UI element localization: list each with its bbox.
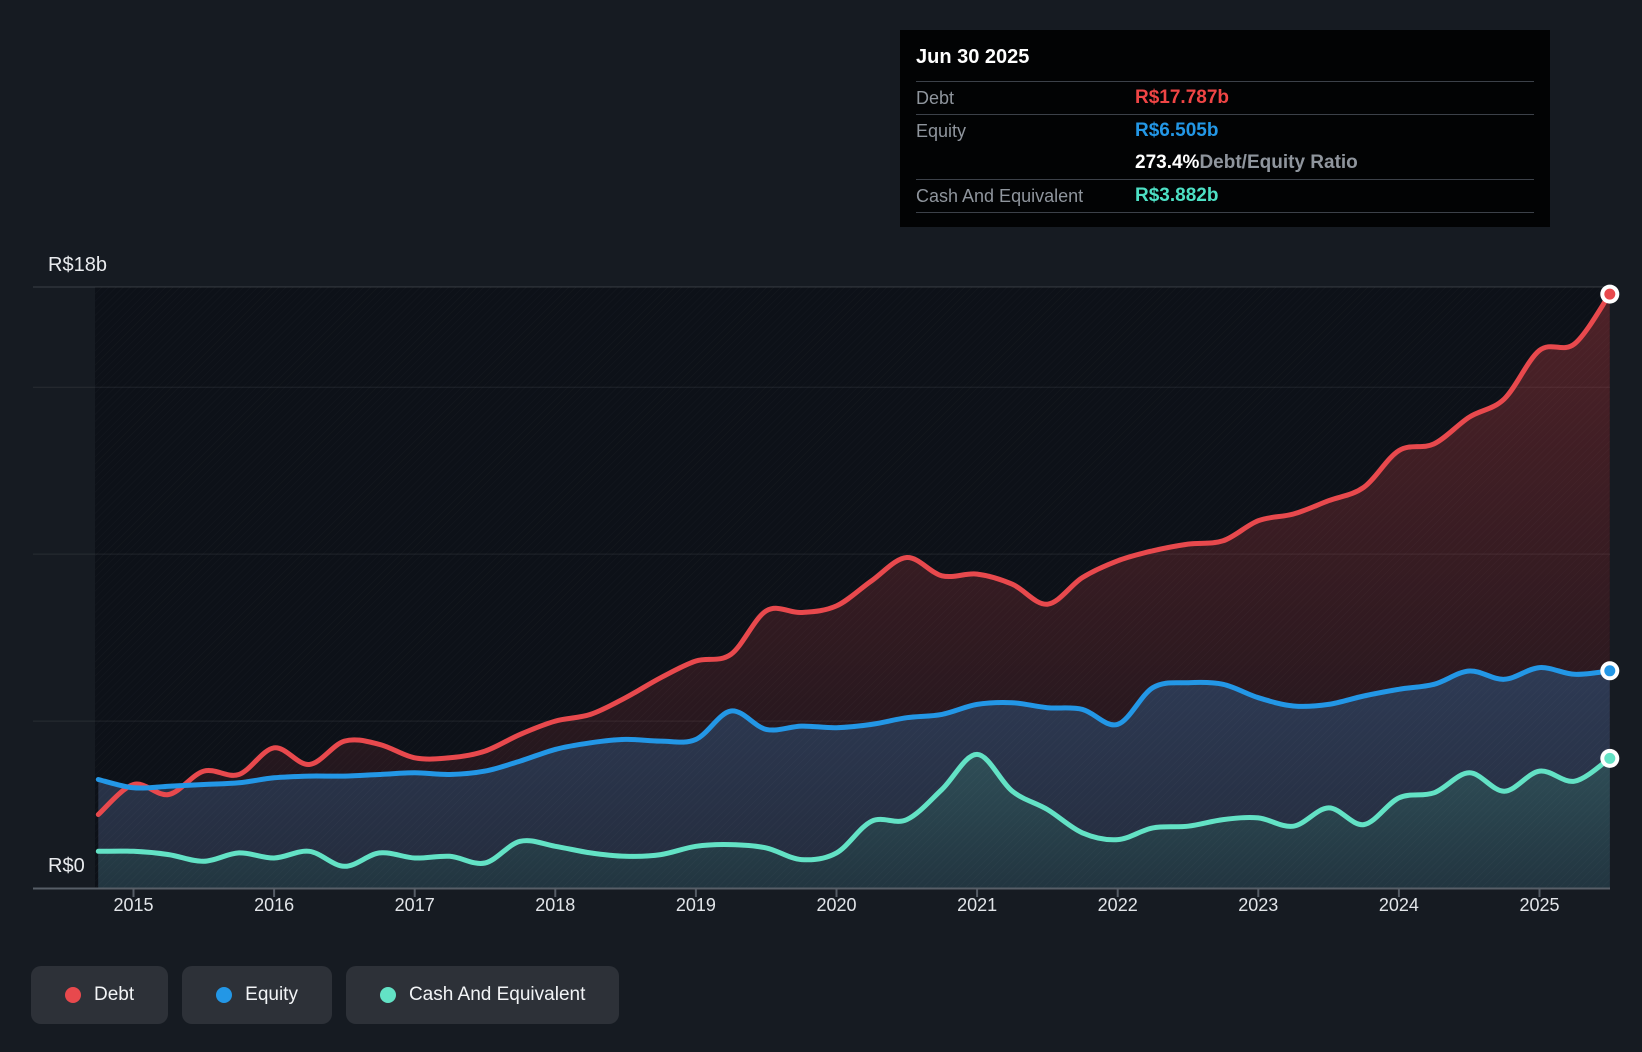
x-tick-label-2024: 2024: [1379, 895, 1419, 915]
tooltip-row-label: Debt: [916, 88, 1135, 109]
legend-item-debt[interactable]: Debt: [31, 966, 168, 1024]
legend-item-label: Cash And Equivalent: [409, 984, 585, 1006]
cash-end-dot: [1604, 753, 1615, 764]
x-tick-label-2015: 2015: [113, 895, 153, 915]
x-tick-label-2018: 2018: [535, 895, 575, 915]
y-axis-label-zero: R$0: [48, 855, 85, 877]
x-tick-label-2023: 2023: [1238, 895, 1278, 915]
legend-item-equity[interactable]: Equity: [182, 966, 332, 1024]
legend-dot-icon: [216, 987, 232, 1003]
chart-tooltip: Jun 30 2025 DebtR$17.787bEquityR$6.505b2…: [900, 30, 1550, 227]
legend-item-label: Equity: [245, 984, 298, 1006]
tooltip-row-label: Equity: [916, 121, 1135, 142]
y-axis-label-top: R$18b: [48, 254, 107, 276]
x-tick-label-2022: 2022: [1098, 895, 1138, 915]
x-tick-label-2020: 2020: [816, 895, 856, 915]
area-texture: [95, 287, 1610, 888]
tooltip-row-value-suffix: Debt/Equity Ratio: [1199, 152, 1357, 174]
x-tick-label-2021: 2021: [957, 895, 997, 915]
tooltip-row-value: 273.4%: [1135, 152, 1199, 174]
x-tick-label-2019: 2019: [676, 895, 716, 915]
legend-dot-icon: [380, 987, 396, 1003]
legend-dot-icon: [65, 987, 81, 1003]
debt-end-dot: [1604, 289, 1615, 300]
chart-legend: Debt Equity Cash And Equivalent: [31, 966, 619, 1024]
tooltip-row-label: Cash And Equivalent: [916, 186, 1135, 207]
legend-item-label: Debt: [94, 984, 134, 1006]
tooltip-row-cash-and-equivalent: Cash And EquivalentR$3.882b: [916, 179, 1534, 212]
debt-equity-history-page: 2015 2016 2017 2018 2019 2020 2021 2022 2023 2024…: [0, 0, 1642, 1052]
tooltip-row-value: R$17.787b: [1135, 87, 1229, 109]
tooltip-row-debt-equity-ratio: 273.4% Debt/Equity Ratio: [916, 147, 1534, 179]
equity-end-dot: [1604, 665, 1615, 676]
tooltip-bottom-divider: [916, 212, 1534, 221]
x-tick-label-2025: 2025: [1519, 895, 1559, 915]
tooltip-row-debt: DebtR$17.787b: [916, 81, 1534, 114]
tooltip-row-value: R$6.505b: [1135, 120, 1218, 142]
x-tick-label-2017: 2017: [395, 895, 435, 915]
tooltip-date: Jun 30 2025: [916, 44, 1534, 81]
tooltip-rows: DebtR$17.787bEquityR$6.505b273.4% Debt/E…: [916, 81, 1534, 212]
tooltip-row-value: R$3.882b: [1135, 185, 1218, 207]
tooltip-row-equity: EquityR$6.505b: [916, 114, 1534, 147]
x-tick-label-2016: 2016: [254, 895, 294, 915]
legend-item-cash-and-equivalent[interactable]: Cash And Equivalent: [346, 966, 619, 1024]
